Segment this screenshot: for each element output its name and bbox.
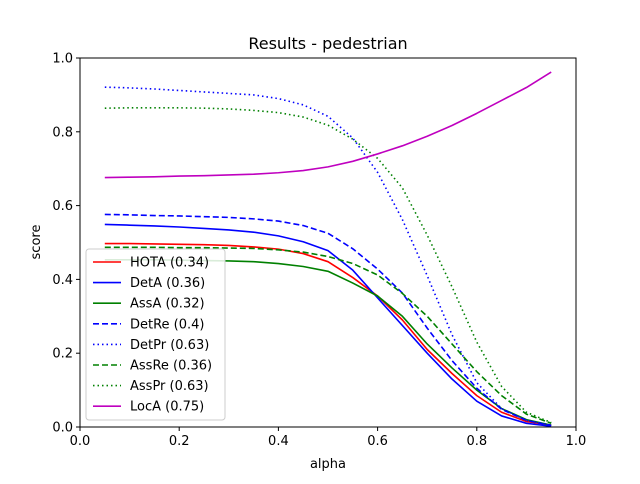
y-axis-label: score (29, 225, 44, 260)
y-tick-label: 0.8 (52, 125, 73, 140)
legend-label-asspr: AssPr (0.63) (130, 379, 209, 394)
y-tick-label: 0.6 (52, 199, 73, 214)
plot-frame (79, 57, 577, 428)
x-tick-label: 1.0 (566, 434, 587, 449)
x-tick-label: 0.0 (70, 434, 91, 449)
legend-label-detre: DetRe (0.4) (130, 317, 205, 332)
legend-label-assre: AssRe (0.36) (130, 359, 212, 374)
x-tick-label: 0.8 (466, 434, 487, 449)
legend-label-detpr: DetPr (0.63) (130, 338, 209, 353)
series-line-deta (104, 223, 552, 428)
x-tick-label: 0.2 (169, 434, 190, 449)
y-tick-label: 1.0 (52, 52, 73, 67)
y-tick-label: 0.4 (52, 273, 73, 288)
legend-items: HOTA (0.34) DetA (0.36) AssA (0.32) DetRe (… (93, 256, 212, 415)
series-line-detre (104, 213, 552, 427)
x-tick-label: 0.4 (268, 434, 289, 449)
series-line-hota (104, 242, 552, 426)
legend-box (85, 248, 226, 421)
legend-label-loca: LocA (0.75) (130, 400, 204, 415)
x-axis-label: alpha (310, 457, 346, 472)
series-line-loca (104, 71, 552, 179)
legend-label-deta: DetA (0.36) (130, 276, 205, 291)
y-tick-label: 0.2 (52, 347, 73, 362)
legend: HOTA (0.34) DetA (0.36) AssA (0.32) DetRe (… (85, 248, 226, 421)
y-axis-ticks: 0.0 0.2 0.4 0.6 0.8 1.0 (52, 52, 80, 436)
legend-label-assa: AssA (0.32) (130, 297, 205, 312)
series-line-assre (104, 246, 552, 425)
x-tick-label: 0.6 (367, 434, 388, 449)
y-tick-label: 0.0 (52, 421, 73, 436)
x-axis-ticks: 0.0 0.2 0.4 0.6 0.8 1.0 (70, 427, 587, 449)
legend-label-hota: HOTA (0.34) (130, 256, 209, 271)
series-line-asspr (104, 107, 552, 424)
chart-title: Results - pedestrian (248, 34, 407, 53)
